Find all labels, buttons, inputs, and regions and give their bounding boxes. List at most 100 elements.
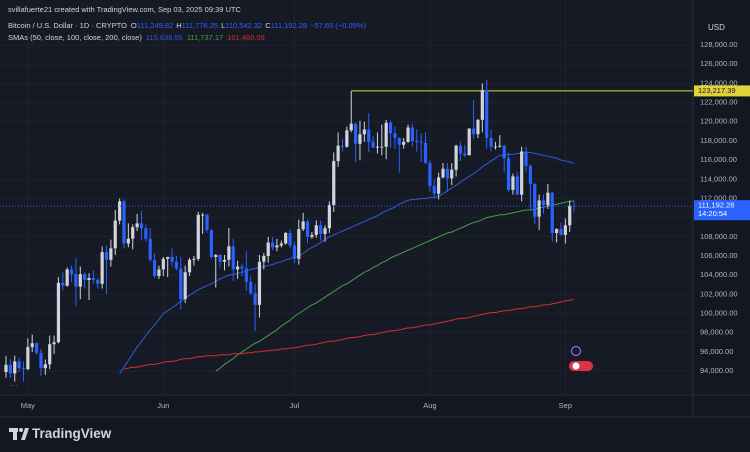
candle-body (170, 256, 174, 262)
candle-body (445, 168, 449, 179)
candle-body (393, 133, 397, 139)
candle-body (502, 145, 506, 159)
sma-value: 101,460.09 (227, 33, 265, 42)
plot-area (0, 79, 693, 382)
ohlc-value: 110,542.32 (225, 21, 262, 30)
candle-body (69, 269, 74, 275)
candle-body (480, 90, 484, 120)
candle-body (144, 228, 148, 239)
candle-body (454, 145, 458, 170)
candle-body (56, 282, 61, 343)
candle-body (362, 129, 366, 135)
y-tick-label: 98,000.00 (700, 328, 733, 337)
level-label: 123,217.39 (698, 86, 736, 95)
sma-value: 115,638.55 (146, 33, 183, 42)
candle-body (515, 176, 519, 195)
candle-body (17, 361, 21, 369)
ohlc-key: O (131, 21, 137, 30)
candle-body (524, 151, 528, 166)
brand-logo: TradingView (9, 426, 112, 441)
candle-body (371, 141, 375, 148)
candle-body (218, 255, 222, 262)
candle-body (253, 293, 257, 305)
caption: svillafuerte21 created with TradingView.… (8, 5, 241, 14)
last-price-box (694, 200, 750, 221)
candle-body (498, 145, 502, 147)
candle-body (419, 141, 423, 143)
candle-body (423, 142, 428, 163)
x-tick-label: Aug (423, 401, 436, 410)
sma-line (119, 151, 575, 375)
candle-body (83, 274, 87, 280)
candle-body (249, 281, 253, 294)
candle-body (358, 134, 362, 144)
candle-body (305, 221, 310, 237)
x-tick-label: Jul (290, 401, 300, 410)
candle-body (209, 230, 213, 257)
y-tick-label: 100,000.00 (700, 308, 738, 317)
candle-body (563, 225, 567, 235)
y-tick-label: 96,000.00 (700, 347, 733, 356)
candle-body (266, 242, 270, 256)
candle-body (26, 347, 30, 370)
candle-body (463, 153, 467, 156)
candle-body (471, 128, 476, 135)
candle-body (4, 364, 8, 372)
currency-label: USD (708, 23, 725, 32)
candle-body (13, 361, 17, 374)
sma-title: SMAs (50, close, 100, close, 200, close) (8, 33, 142, 42)
candle-body (332, 161, 336, 206)
candle-body (402, 141, 406, 145)
candle-body (354, 123, 358, 144)
candle-body (222, 259, 227, 262)
candle-body (546, 192, 550, 206)
candle-body (367, 129, 371, 142)
candle-body (8, 364, 12, 374)
candle-body (284, 232, 288, 244)
candle-body (100, 252, 104, 284)
candle-body (187, 259, 192, 273)
candle-body (122, 201, 126, 244)
candle-body (493, 146, 498, 148)
change-value: −57.65 (−0.05%) (310, 21, 366, 30)
candle-body (467, 128, 471, 156)
candle-body (568, 205, 572, 226)
y-tick-label: 118,000.00 (700, 136, 737, 145)
candle-body (485, 90, 489, 139)
candle-body (388, 122, 393, 134)
candle-body (572, 205, 576, 207)
candle-body (550, 192, 554, 233)
candle-body (104, 252, 109, 260)
candle-body (555, 229, 559, 233)
candle-body (131, 227, 135, 239)
candle-body (87, 278, 91, 280)
candle-body (21, 368, 26, 370)
candle-body (227, 246, 231, 260)
y-tick-label: 106,000.00 (700, 251, 738, 260)
candle-body (30, 343, 34, 348)
candle-body (39, 352, 43, 369)
candle-body (406, 127, 410, 142)
candle-body (196, 214, 200, 259)
candle-body (166, 256, 170, 259)
y-tick-label: 126,000.00 (700, 59, 738, 68)
ohlc-value: 111,776.25 (182, 21, 218, 30)
candle-body (205, 214, 209, 231)
y-tick-label: 114,000.00 (700, 174, 737, 183)
candle-body (74, 274, 78, 287)
candle-body (314, 225, 318, 235)
candle-body (214, 255, 218, 257)
candle-body (34, 343, 39, 353)
candle-body (174, 261, 179, 269)
y-tick-label: 94,000.00 (700, 366, 733, 375)
candle-body (340, 145, 345, 147)
x-tick-label: Jun (157, 401, 169, 410)
candle-body (380, 146, 384, 148)
countdown-label: 14:20:54 (698, 209, 727, 218)
y-tick-label: 120,000.00 (700, 117, 738, 126)
y-tick-label: 104,000.00 (700, 270, 738, 279)
more-indicator: ··· (10, 381, 18, 390)
candle-body (345, 130, 349, 147)
last-price-label: 111,192.28 (698, 201, 734, 210)
candle-body (279, 243, 283, 246)
